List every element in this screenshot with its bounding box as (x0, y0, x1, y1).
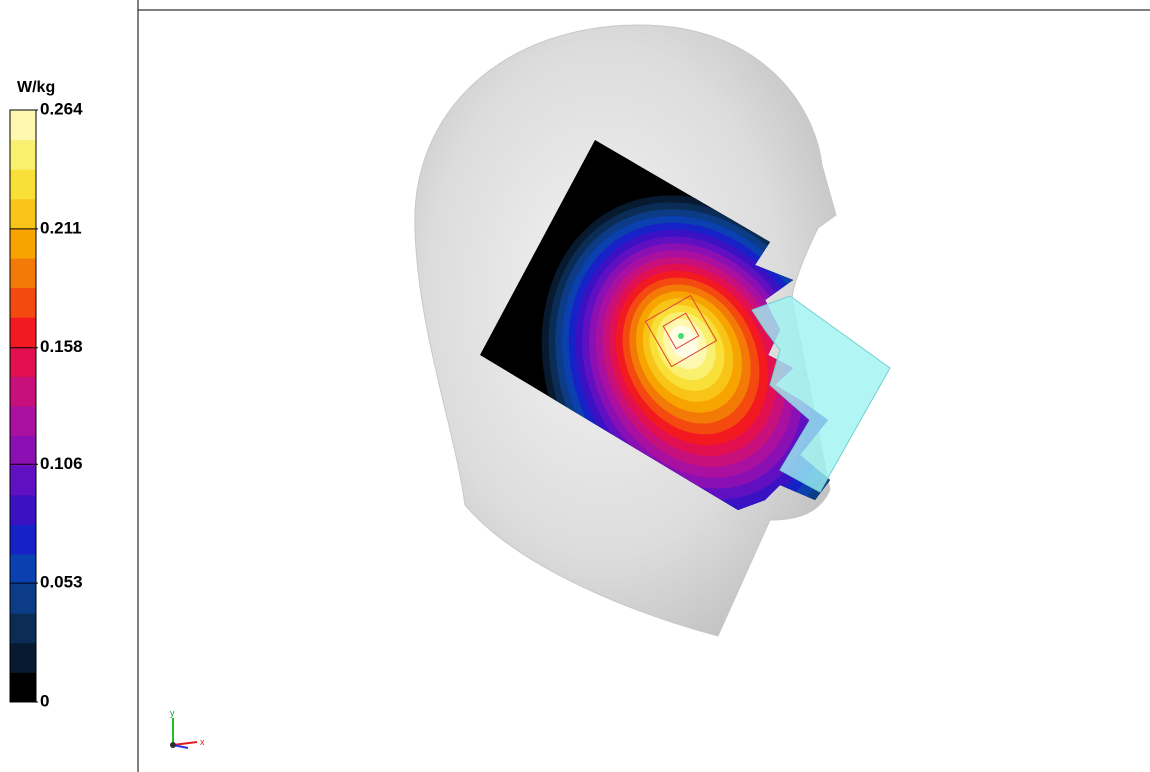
colorbar-band (10, 169, 36, 200)
sar-contour (669, 325, 699, 359)
axis-label: y (170, 708, 175, 718)
colorbar-band (10, 613, 36, 644)
colorbar-band (10, 465, 36, 496)
colorbar-band (10, 435, 36, 466)
tick-label: 0.264 (40, 99, 83, 118)
colorbar-band (10, 317, 36, 348)
colorbar-band (10, 110, 36, 141)
colorbar-band (10, 583, 36, 614)
colorbar-band (10, 258, 36, 289)
measurement-cube (644, 294, 718, 368)
colorbar-band (10, 406, 36, 437)
colorbar-band (10, 524, 36, 555)
colorbar-band (10, 287, 36, 318)
tick-label: 0.158 (40, 337, 83, 356)
axis-label: x (200, 737, 205, 747)
legend-unit: W/kg (17, 79, 55, 96)
tick-label: 0 (40, 691, 49, 710)
colorbar-band (10, 376, 36, 407)
colorbar-band (10, 494, 36, 525)
colorbar-band (10, 198, 36, 229)
colorbar-band (10, 139, 36, 170)
colorbar: 0.264 0.211 0.158 0.106 0.053 0 (9, 99, 83, 710)
colorbar-band (10, 228, 36, 259)
colorbar-band (10, 554, 36, 585)
tick-label: 0.106 (40, 454, 83, 473)
colorbar-band (10, 672, 36, 703)
colorbar-band (10, 346, 36, 377)
axis-triad: y x (170, 708, 205, 749)
phone-model (751, 295, 891, 493)
tick-label: 0.053 (40, 573, 83, 592)
tick-label: 0.211 (40, 218, 82, 237)
colorbar-band (10, 642, 36, 673)
